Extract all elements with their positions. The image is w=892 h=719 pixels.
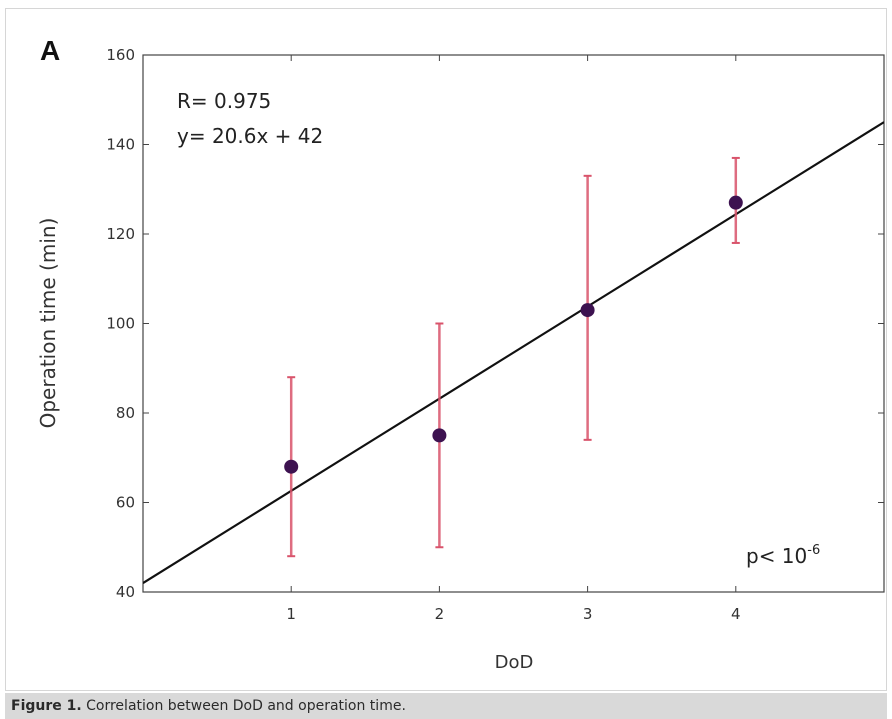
y-tick-label: 120 bbox=[106, 225, 135, 243]
y-tick-label: 140 bbox=[106, 136, 135, 154]
equation-annotation: y= 20.6x + 42 bbox=[177, 124, 323, 148]
x-tick-label: 4 bbox=[731, 605, 741, 623]
p-value-text: p< 10 bbox=[746, 544, 807, 568]
data-point bbox=[284, 459, 299, 474]
x-tick-label: 2 bbox=[435, 605, 445, 623]
data-point bbox=[728, 195, 743, 210]
y-axis-label: Operation time (min) bbox=[36, 218, 60, 429]
y-tick-label: 60 bbox=[116, 494, 135, 512]
p-value-exponent: -6 bbox=[807, 543, 820, 558]
p-value-annotation: p< 10-6 bbox=[746, 543, 820, 568]
data-point bbox=[580, 303, 595, 318]
caption-label: Figure 1. bbox=[11, 698, 82, 714]
y-tick-label: 160 bbox=[106, 46, 135, 64]
data-points bbox=[284, 195, 743, 474]
x-axis-label: DoD bbox=[495, 652, 534, 673]
y-tick-label: 40 bbox=[116, 583, 135, 601]
panel-label: A bbox=[40, 35, 60, 66]
x-axis: 1 2 3 4 bbox=[286, 55, 741, 623]
y-tick-label: 100 bbox=[106, 315, 135, 333]
caption-text: Correlation between DoD and operation ti… bbox=[81, 698, 406, 714]
x-tick-label: 1 bbox=[286, 605, 296, 623]
error-bars bbox=[287, 156, 740, 558]
fit-line bbox=[143, 121, 884, 584]
y-axis: 40 60 80 100 120 140 160 bbox=[106, 46, 884, 601]
r-annotation: R= 0.975 bbox=[177, 89, 271, 113]
x-tick-label: 3 bbox=[583, 605, 593, 623]
data-point bbox=[432, 428, 447, 443]
figure-caption: Figure 1. Correlation between DoD and op… bbox=[5, 693, 887, 719]
y-tick-label: 80 bbox=[116, 404, 135, 422]
